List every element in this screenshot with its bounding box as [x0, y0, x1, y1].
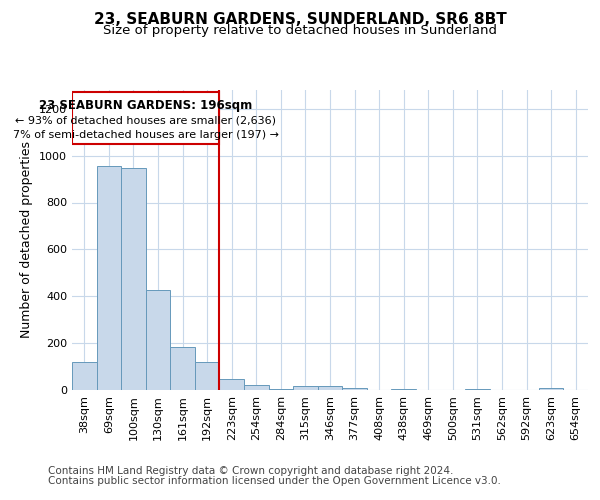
Text: Size of property relative to detached houses in Sunderland: Size of property relative to detached ho…: [103, 24, 497, 37]
Bar: [269, 389, 293, 390]
Bar: [318, 386, 342, 390]
Bar: [146, 290, 170, 390]
Text: Contains HM Land Registry data © Crown copyright and database right 2024.: Contains HM Land Registry data © Crown c…: [48, 466, 454, 476]
Y-axis label: Number of detached properties: Number of detached properties: [20, 142, 34, 338]
Bar: [539, 388, 563, 390]
Text: ← 93% of detached houses are smaller (2,636): ← 93% of detached houses are smaller (2,…: [15, 115, 276, 125]
Bar: [97, 166, 121, 390]
Bar: [220, 380, 244, 390]
Text: Contains public sector information licensed under the Open Government Licence v3: Contains public sector information licen…: [48, 476, 501, 486]
Text: 23, SEABURN GARDENS, SUNDERLAND, SR6 8BT: 23, SEABURN GARDENS, SUNDERLAND, SR6 8BT: [94, 12, 506, 28]
Text: 23 SEABURN GARDENS: 196sqm: 23 SEABURN GARDENS: 196sqm: [39, 98, 253, 112]
Text: 7% of semi-detached houses are larger (197) →: 7% of semi-detached houses are larger (1…: [13, 130, 279, 140]
FancyBboxPatch shape: [72, 92, 220, 144]
Bar: [293, 386, 318, 390]
Bar: [121, 168, 146, 390]
Bar: [195, 362, 220, 390]
Bar: [72, 362, 97, 390]
Bar: [391, 389, 416, 390]
Bar: [465, 389, 490, 390]
Bar: [342, 388, 367, 390]
Bar: [244, 386, 269, 390]
Bar: [170, 347, 195, 390]
